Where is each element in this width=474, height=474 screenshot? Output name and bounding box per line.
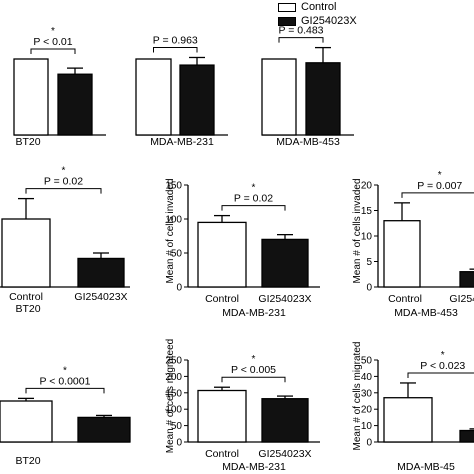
y-tick-label: 0 [366, 438, 372, 449]
y-tick-label: 0 [176, 438, 182, 449]
p-value-label: P < 0.0001 [40, 375, 91, 387]
bar-gi254023x [459, 429, 474, 443]
x-axis-label: MDA-MB-45 [397, 461, 455, 473]
x-axis-label: BT20 [15, 455, 40, 467]
y-tick-label: 100 [165, 405, 182, 416]
significance-bracket [30, 48, 76, 54]
bar-control [13, 58, 49, 136]
x-tick-label: GI254023X [258, 448, 311, 460]
x-tick-label: Control [205, 448, 239, 460]
legend: Control GI254023X [278, 0, 357, 28]
legend-label-treatment: GI254023X [301, 15, 357, 27]
x-tick-label: Control [388, 293, 422, 305]
x-axis-label: MDA-MB-231 [222, 461, 286, 473]
y-axis-label: Mean # of cells migrateed [165, 339, 176, 454]
significance-bracket [221, 205, 286, 211]
legend-label-control: Control [301, 1, 337, 13]
bar-control [383, 397, 433, 443]
significance-bracket [407, 372, 474, 378]
significance-bracket [401, 192, 474, 198]
significance-star: * [252, 354, 256, 365]
y-tick-label: 20 [361, 181, 373, 192]
x-axis-label: MDA-MB-231 [222, 307, 286, 319]
bar-gi254023x [261, 398, 309, 443]
legend-item-control: Control [278, 0, 357, 14]
y-tick-label: 15 [361, 206, 373, 217]
x-tick-label: GI254023X [74, 291, 127, 303]
bar-control [383, 220, 421, 288]
y-tick-label: 5 [366, 257, 372, 268]
y-tick-label: 0 [176, 283, 182, 294]
significance-star: * [441, 350, 445, 361]
y-tick-label: 10 [361, 421, 373, 432]
significance-star: * [252, 183, 256, 194]
x-axis-label: MDA-MB-453 [276, 136, 340, 148]
y-axis-label: Mean # of cells migrated [352, 342, 363, 451]
bar-control [1, 218, 51, 288]
legend-swatch-control [278, 2, 296, 12]
bar-gi254023x [179, 64, 215, 136]
y-tick-label: 50 [171, 421, 183, 432]
y-axis-label: Mean # of cells invaded [352, 178, 363, 283]
p-value-label: P = 0.483 [278, 25, 323, 37]
x-axis-label: MDA-MB-453 [394, 307, 458, 319]
bar-control [261, 58, 297, 136]
x-axis-label: BT20 [15, 136, 40, 148]
y-tick-label: 200 [165, 372, 182, 383]
p-value-label: P < 0.023 [420, 360, 465, 372]
x-axis-label: BT20 [15, 303, 40, 315]
y-tick-label: 30 [361, 388, 373, 399]
y-tick-label: 100 [165, 215, 182, 226]
y-tick-label: 0 [366, 283, 372, 294]
y-tick-label: 150 [165, 181, 182, 192]
y-tick-label: 20 [361, 405, 373, 416]
p-value-label: P = 0.02 [234, 193, 273, 205]
significance-bracket [278, 37, 324, 43]
y-tick-label: 40 [361, 372, 373, 383]
significance-bracket [25, 188, 102, 194]
x-tick-label: GI254023X [258, 293, 311, 305]
significance-star: * [51, 26, 55, 37]
bar-gi254023x [77, 416, 131, 443]
bar-control [197, 221, 247, 288]
x-axis-label: MDA-MB-231 [150, 136, 214, 148]
y-axis-label: Mean # of cells invaded [165, 178, 176, 283]
y-tick-label: 250 [165, 356, 182, 367]
bar-control [0, 400, 53, 443]
bar-control [135, 58, 172, 136]
legend-swatch-treatment [278, 16, 296, 26]
y-tick-label: 50 [361, 356, 373, 367]
significance-bracket [153, 46, 198, 53]
p-value-label: P = 0.007 [417, 180, 462, 192]
y-tick-label: 150 [165, 388, 182, 399]
bar-gi254023x [57, 73, 93, 136]
bar-gi254023x [459, 271, 474, 288]
legend-item-treatment: GI254023X [278, 14, 357, 28]
bar-gi254023x [305, 62, 341, 136]
bar-gi254023x [261, 238, 309, 288]
bar-gi254023x [77, 257, 125, 288]
y-tick-label: 10 [361, 232, 373, 243]
bar-control [197, 389, 247, 443]
significance-bracket [25, 387, 105, 394]
p-value-label: P = 0.02 [44, 176, 83, 188]
significance-bracket [221, 376, 286, 383]
p-value-label: P < 0.005 [231, 364, 276, 376]
significance-star: * [63, 365, 67, 376]
significance-star: * [438, 170, 442, 181]
x-tick-label: GI254023X [449, 293, 474, 305]
x-tick-label: Control [9, 291, 43, 303]
p-value-label: P < 0.01 [33, 36, 72, 48]
x-tick-label: Control [205, 293, 239, 305]
p-value-label: P = 0.963 [153, 34, 198, 46]
significance-star: * [62, 166, 66, 177]
y-tick-label: 50 [171, 249, 183, 260]
